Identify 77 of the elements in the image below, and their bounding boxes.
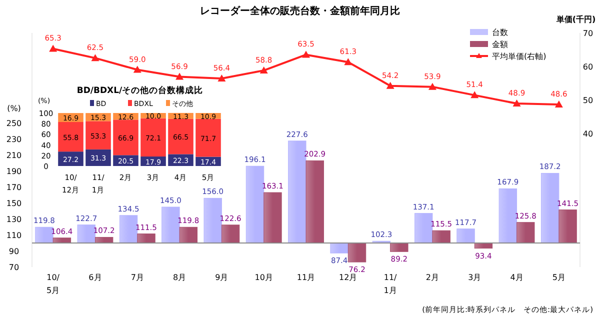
point <box>176 72 184 80</box>
bar <box>196 118 221 157</box>
point <box>49 44 58 52</box>
x-tick-label: 7月 <box>130 273 144 282</box>
point <box>386 82 394 89</box>
bar <box>516 222 535 244</box>
bar <box>140 118 166 157</box>
x-tick-label: 6月 <box>88 273 102 282</box>
bar <box>306 160 324 244</box>
x-tick-label: 11月 <box>296 273 316 282</box>
bar <box>86 121 111 150</box>
y2-tick-label: 40 <box>582 129 594 138</box>
y2-axis-title: 単価(千円) <box>555 15 596 24</box>
bar <box>58 152 84 166</box>
bar <box>77 224 96 244</box>
y2-tick-label: 60 <box>582 62 594 72</box>
bar <box>390 242 408 252</box>
y-tick-label: 150 <box>6 199 22 208</box>
bar <box>137 234 156 244</box>
chart-title: レコーダー全体の販売台数・金額前年同月比 <box>200 5 400 17</box>
x-tick-label: 10月 <box>254 273 273 282</box>
x-tick-label: 12月 <box>339 273 358 282</box>
point <box>428 82 436 90</box>
point <box>218 74 226 82</box>
bar <box>162 206 180 244</box>
point <box>133 66 142 73</box>
y-tick-label: 170 <box>6 183 22 192</box>
bar <box>179 226 198 244</box>
bar <box>86 149 111 166</box>
bar <box>58 122 84 152</box>
x-tick-label: 10/5月 <box>46 273 60 295</box>
bar <box>221 224 240 244</box>
y2-tick-label: 70 <box>582 29 594 38</box>
y-tick-label: 90 <box>8 247 20 256</box>
y-tick-label: 110 <box>6 231 22 240</box>
y-tick-label: 130 <box>6 215 22 224</box>
y-tick-label: 70 <box>8 263 20 272</box>
x-tick-label: 3月 <box>468 273 482 282</box>
bar <box>414 213 433 244</box>
y-axis-title: (%) <box>7 104 21 113</box>
point <box>512 100 521 107</box>
point <box>554 100 563 108</box>
x-tick-label: 11/1月 <box>384 273 398 295</box>
legend-label: 台数 <box>492 28 508 37</box>
x-tick-label: 8月 <box>172 273 186 282</box>
y-tick-label: 190 <box>6 167 22 176</box>
bar <box>498 188 518 244</box>
bar <box>35 226 54 244</box>
bar <box>432 230 450 244</box>
bar <box>246 166 264 244</box>
bar <box>264 192 282 244</box>
bar <box>288 140 306 244</box>
chart-title: BD/BDXL/その他の台数構成比 <box>76 85 204 96</box>
bar <box>119 215 138 244</box>
legend-label: 金額 <box>492 40 508 49</box>
x-tick-label: 2月 <box>426 273 440 282</box>
x-tick-label: 5月 <box>552 273 566 282</box>
bar <box>540 172 560 244</box>
bar <box>204 198 222 244</box>
x-tick-label: 9月 <box>215 273 228 282</box>
bar <box>456 228 475 244</box>
bar <box>330 242 348 254</box>
bar <box>168 118 194 154</box>
bar <box>113 120 138 156</box>
y2-tick-label: 50 <box>582 96 594 105</box>
bar <box>348 242 366 262</box>
point <box>260 66 268 74</box>
y-tick-label: 250 <box>6 119 22 128</box>
y-tick-label: 230 <box>6 135 22 144</box>
bar <box>558 210 577 244</box>
point <box>470 91 479 98</box>
x-tick-label: 4月 <box>510 273 524 282</box>
y-tick-label: 210 <box>6 151 22 160</box>
point <box>344 58 352 66</box>
legend-label: 平均単価(右軸) <box>492 52 546 61</box>
point <box>302 50 310 58</box>
point <box>91 54 100 62</box>
